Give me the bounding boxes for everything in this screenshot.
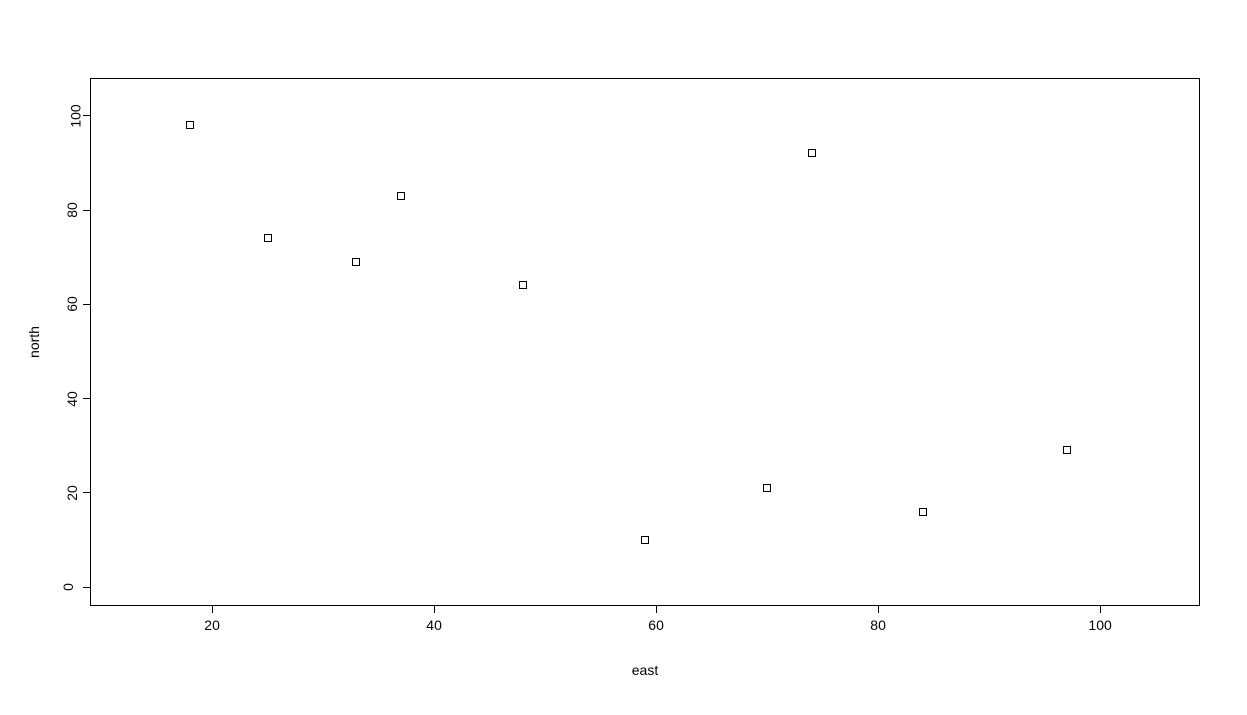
x-tick	[1100, 606, 1101, 613]
x-tick	[434, 606, 435, 613]
data-point	[1063, 446, 1071, 454]
plot-area	[90, 78, 1200, 606]
x-tick-label: 60	[648, 617, 664, 633]
x-tick	[212, 606, 213, 613]
y-tick	[83, 115, 90, 116]
y-tick	[83, 210, 90, 211]
data-point	[808, 149, 816, 157]
x-tick	[878, 606, 879, 613]
data-point	[352, 258, 360, 266]
x-axis-label: east	[632, 662, 658, 678]
data-point	[397, 192, 405, 200]
y-tick-label: 60	[64, 296, 80, 312]
y-tick	[83, 587, 90, 588]
x-tick	[656, 606, 657, 613]
data-point	[763, 484, 771, 492]
x-tick-label: 20	[204, 617, 220, 633]
y-tick	[83, 492, 90, 493]
data-point	[519, 281, 527, 289]
scatter-chart: east north 20 40 60 80 100 0 20 40 60 80 100	[0, 0, 1247, 715]
y-tick	[83, 398, 90, 399]
x-tick-label: 80	[870, 617, 886, 633]
data-point	[186, 121, 194, 129]
data-point	[264, 234, 272, 242]
y-tick-label: 80	[64, 202, 80, 218]
x-tick-label: 40	[426, 617, 442, 633]
y-tick-label: 20	[64, 485, 80, 501]
y-tick-label: 0	[60, 583, 76, 591]
y-axis-label: north	[26, 326, 42, 358]
y-tick-label: 40	[64, 391, 80, 407]
x-tick-label: 100	[1088, 617, 1111, 633]
y-tick-label: 100	[68, 104, 84, 127]
data-point	[919, 508, 927, 516]
data-point	[641, 536, 649, 544]
y-tick	[83, 304, 90, 305]
